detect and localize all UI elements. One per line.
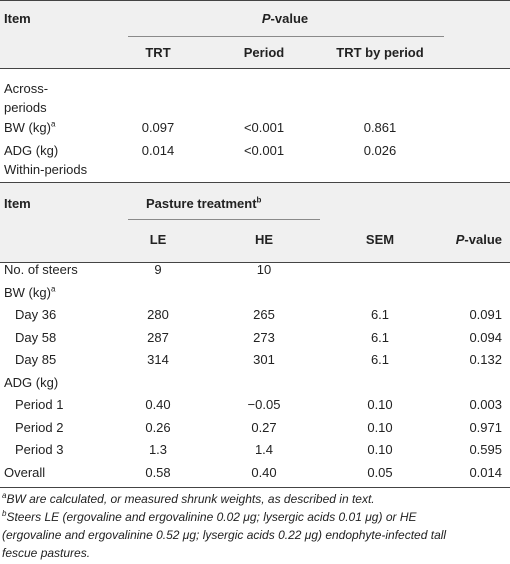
table2-row-period3-label: Period 3 <box>15 442 64 457</box>
table2-col-he: HE <box>254 232 274 247</box>
table2-row-period3-le: 1.3 <box>148 442 168 457</box>
table1-pvalue-underline <box>128 36 444 37</box>
table2-header-item: Item <box>4 196 31 211</box>
table2-row-period3-sem: 0.10 <box>367 442 393 457</box>
table2-row-day85-sem: 6.1 <box>370 352 390 367</box>
table2-row-steers-label: No. of steers <box>4 262 78 277</box>
footnote-b-line2: (ergovaline and ergovalinine 0.52 μg; ly… <box>2 528 447 542</box>
table2-row-period1-sem: 0.10 <box>367 397 393 412</box>
table2-bottom-rule <box>0 487 510 488</box>
table2-row-day85-he: 301 <box>253 352 275 367</box>
table2-row-period1-le: 0.40 <box>145 397 171 412</box>
table2-row-overall-le: 0.58 <box>145 465 171 480</box>
table2-top-rule <box>0 182 510 183</box>
table2-row-period1-label: Period 1 <box>15 397 64 412</box>
table1-row-bw-trt-by-period: 0.861 <box>363 120 397 135</box>
table1-row-bw-sup: a <box>50 119 56 129</box>
footnote-a-sup: a <box>2 491 7 500</box>
footnote-a: aBW are calculated, or measured shrunk w… <box>2 490 375 508</box>
table2-row-day36-le: 280 <box>147 307 169 322</box>
footnote-b: bSteers LE (ergovaline and ergovalinine … <box>2 508 506 562</box>
table2-row-day85-label: Day 85 <box>15 352 57 367</box>
table2-row-steers-le: 9 <box>154 262 162 277</box>
footnote-b-line1-wrap: bSteers LE (ergovaline and ergovalinine … <box>2 508 506 526</box>
table2-row-period3-p: 0.595 <box>469 442 502 457</box>
table2-row-period2-he: 0.27 <box>251 420 277 435</box>
table2-row-adg-heading: ADG (kg) <box>4 375 59 390</box>
table2-row-day58-label: Day 58 <box>15 330 57 345</box>
table2-col-pvalue-prefix: P <box>455 232 465 247</box>
table1-row-label: BW (kg)a <box>4 120 55 136</box>
table2-row-day85-le: 314 <box>147 352 169 367</box>
table2-header-pasture: Pasture treatmentb <box>146 196 261 212</box>
table1-header-pvalue-suffix: -value <box>270 11 309 26</box>
table2-row-overall-sem: 0.05 <box>367 465 393 480</box>
table1-row-bw-period: <0.001 <box>243 120 285 135</box>
table2-col-sem: SEM <box>365 232 395 247</box>
table2-row-period2-sem: 0.10 <box>367 420 393 435</box>
table2-header-bottom-rule <box>0 262 510 263</box>
table2-row-day36-sem: 6.1 <box>370 307 390 322</box>
table2-row-bw-heading: BW (kg)a <box>4 285 55 301</box>
footnote-b-line1: Steers LE (ergovaline and ergovalinine 0… <box>6 510 417 524</box>
table2-row-period2-label: Period 2 <box>15 420 64 435</box>
table2-row-period2-le: 0.26 <box>145 420 171 435</box>
table1-header-background <box>0 0 510 68</box>
table2-header-pasture-sup: b <box>256 195 262 205</box>
table2-row-day36-label: Day 36 <box>15 307 57 322</box>
table2-row-period3-he: 1.4 <box>254 442 274 457</box>
table2-col-le: LE <box>149 232 167 247</box>
table2-row-day58-sem: 6.1 <box>370 330 390 345</box>
table1-header-item: Item <box>4 11 31 26</box>
table1-row-bw-label: BW (kg) <box>4 120 51 135</box>
table1-col-period: Period <box>243 45 285 60</box>
table1-header-pvalue: P-value <box>0 11 510 27</box>
footnote-a-text: BW are calculated, or measured shrunk we… <box>6 492 375 506</box>
table2-row-bw-label: BW (kg) <box>4 285 51 300</box>
table1-col-trt-by-period: TRT by period <box>336 45 424 60</box>
footnote-b-line3: fescue pastures. <box>2 546 91 560</box>
table2-col-pvalue: P-value <box>420 232 502 248</box>
table2-row-day58-p: 0.094 <box>469 330 502 345</box>
table1-row-adg-label: ADG (kg) <box>4 143 59 158</box>
table1-row-bw-trt: 0.097 <box>141 120 175 135</box>
table2-row-period1-he: −0.05 <box>247 397 281 412</box>
table1-section-across-line1: Across- <box>4 81 49 96</box>
table2-row-day85-p: 0.132 <box>469 352 502 367</box>
table2-row-day58-he: 273 <box>253 330 275 345</box>
table2-row-overall-label: Overall <box>4 465 46 480</box>
table2-header-pasture-label: Pasture treatment <box>146 196 257 211</box>
table2-row-day36-he: 265 <box>253 307 275 322</box>
table1-section-within: Within-periods <box>4 162 88 177</box>
table2-row-period2-p: 0.971 <box>469 420 502 435</box>
table2-col-pvalue-suffix: -value <box>464 232 502 247</box>
table1-header-bottom-rule <box>0 68 510 69</box>
table1-row-adg-trt-by-period: 0.026 <box>363 143 397 158</box>
table2-row-bw-sup: a <box>50 284 56 294</box>
table1-row-adg-period: <0.001 <box>243 143 285 158</box>
table2-row-day58-le: 287 <box>147 330 169 345</box>
table1-col-trt: TRT <box>145 45 171 60</box>
table1-header-pvalue-prefix: P <box>261 11 271 26</box>
table2-row-overall-p: 0.014 <box>469 465 502 480</box>
table2-header-background <box>0 182 510 262</box>
table1-top-rule <box>0 0 510 1</box>
table2-row-day36-p: 0.091 <box>469 307 502 322</box>
table2-row-period1-p: 0.003 <box>469 397 502 412</box>
table2-row-steers-he: 10 <box>256 262 272 277</box>
table2-pasture-underline <box>128 219 320 220</box>
table2-row-overall-he: 0.40 <box>251 465 277 480</box>
table1-row-adg-trt: 0.014 <box>141 143 175 158</box>
footnote-b-sup: b <box>2 509 7 518</box>
table1-section-across-line2: periods <box>4 100 47 115</box>
